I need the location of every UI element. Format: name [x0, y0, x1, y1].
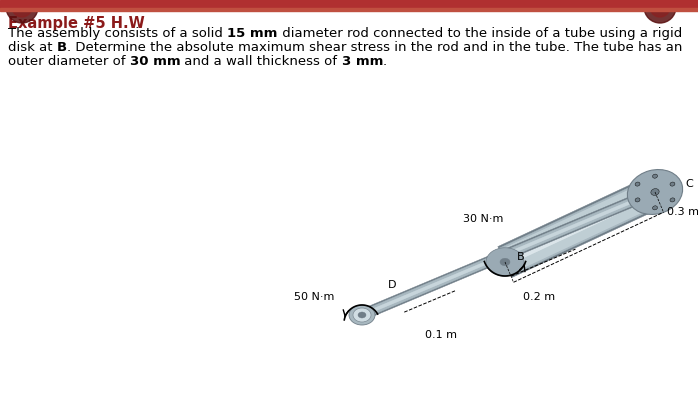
- Circle shape: [650, 0, 670, 17]
- Text: B: B: [517, 252, 525, 262]
- Ellipse shape: [353, 308, 371, 322]
- Text: disk at: disk at: [8, 41, 57, 54]
- Ellipse shape: [653, 206, 658, 210]
- Ellipse shape: [635, 198, 640, 202]
- Text: 0.2 m: 0.2 m: [523, 292, 555, 302]
- Ellipse shape: [670, 182, 675, 186]
- Text: The assembly consists of a solid: The assembly consists of a solid: [8, 27, 227, 40]
- Text: 0.1 m: 0.1 m: [425, 330, 457, 340]
- Ellipse shape: [486, 248, 524, 276]
- Text: . Determine the absolute maximum shear stress in the rod and in the tube. The tu: . Determine the absolute maximum shear s…: [67, 41, 682, 54]
- Bar: [0, 8, 698, 11]
- Text: .: .: [383, 55, 387, 68]
- Polygon shape: [500, 180, 660, 274]
- Circle shape: [644, 0, 676, 23]
- Ellipse shape: [651, 189, 659, 195]
- Ellipse shape: [653, 174, 658, 178]
- Polygon shape: [503, 188, 657, 266]
- Ellipse shape: [635, 182, 640, 186]
- Ellipse shape: [628, 170, 683, 214]
- Text: and a wall thickness of: and a wall thickness of: [180, 55, 341, 68]
- Text: diameter rod connected to the inside of a tube using a rigid: diameter rod connected to the inside of …: [278, 27, 682, 40]
- Text: C: C: [685, 179, 692, 189]
- Circle shape: [6, 0, 38, 23]
- Text: 3 mm: 3 mm: [341, 55, 383, 68]
- Text: 50 N·m: 50 N·m: [294, 292, 334, 302]
- Text: 15 mm: 15 mm: [227, 27, 278, 40]
- Polygon shape: [360, 187, 657, 320]
- Text: outer diameter of: outer diameter of: [8, 55, 130, 68]
- Ellipse shape: [670, 198, 675, 202]
- Text: 30 N·m: 30 N·m: [463, 214, 503, 224]
- Circle shape: [12, 0, 32, 17]
- Ellipse shape: [358, 312, 366, 318]
- Polygon shape: [498, 177, 662, 278]
- Polygon shape: [360, 188, 657, 319]
- Text: Example #5 H.W: Example #5 H.W: [8, 16, 144, 31]
- Polygon shape: [362, 191, 655, 316]
- Text: D: D: [388, 280, 396, 290]
- Ellipse shape: [349, 305, 375, 325]
- Text: 0.3 m: 0.3 m: [667, 207, 698, 217]
- Polygon shape: [498, 178, 661, 276]
- Bar: [0, 0, 698, 8]
- Text: 30 mm: 30 mm: [130, 55, 180, 68]
- Ellipse shape: [500, 258, 510, 266]
- Text: B: B: [57, 41, 67, 54]
